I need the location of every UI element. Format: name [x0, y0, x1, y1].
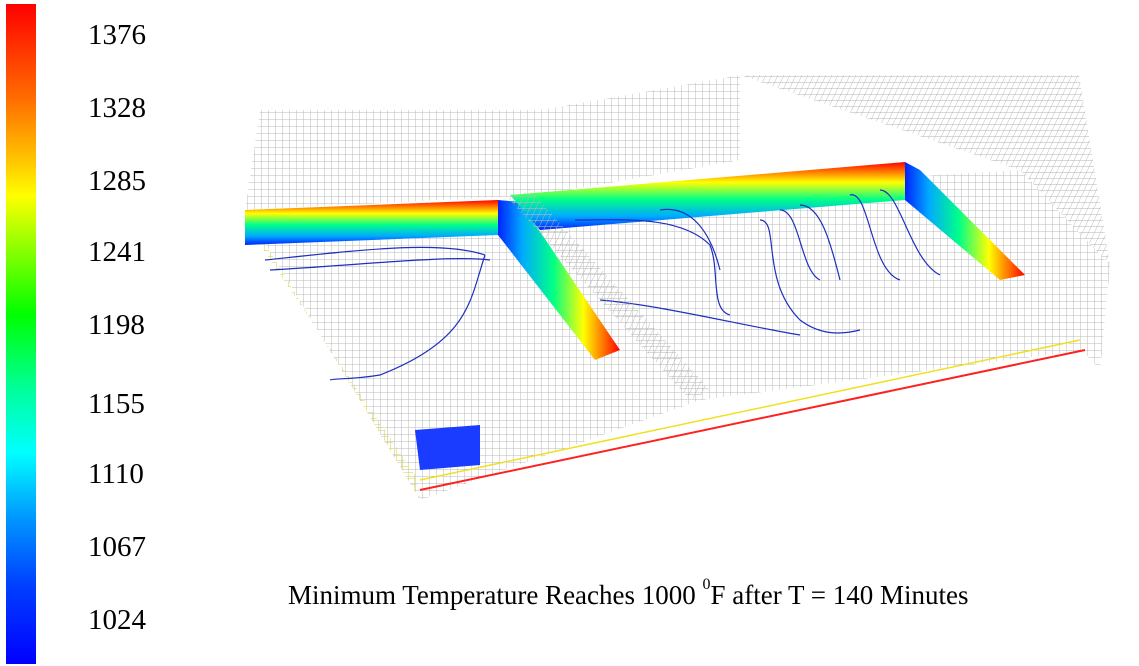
colorbar-tick: 1328 — [88, 92, 146, 124]
colorbar-tick: 1110 — [88, 458, 144, 490]
mesh-divider — [508, 190, 710, 400]
caption-text-end: F after T = 140 Minutes — [710, 580, 969, 610]
colorbar-tick: 1285 — [88, 165, 146, 197]
colorbar-tick: 1198 — [88, 309, 145, 341]
colorbar-tick: 1067 — [88, 531, 146, 563]
mesh-back-walls — [245, 75, 1110, 370]
colorbar-tick: 1241 — [88, 236, 146, 268]
caption-text: Minimum Temperature Reaches 1000 — [288, 580, 703, 610]
temperature-colorbar — [6, 4, 36, 664]
colorbar-tick: 1155 — [88, 388, 145, 420]
isotherm-contours — [264, 189, 941, 381]
thermal-mesh-visualization — [245, 75, 1110, 500]
temperature-bands — [245, 162, 1086, 491]
colorbar-tick: 1376 — [88, 19, 146, 51]
caption-degree-superscript: 0 — [702, 576, 711, 593]
colorbar-tick: 1024 — [88, 604, 146, 636]
figure-caption: Minimum Temperature Reaches 1000 0F afte… — [288, 576, 969, 611]
